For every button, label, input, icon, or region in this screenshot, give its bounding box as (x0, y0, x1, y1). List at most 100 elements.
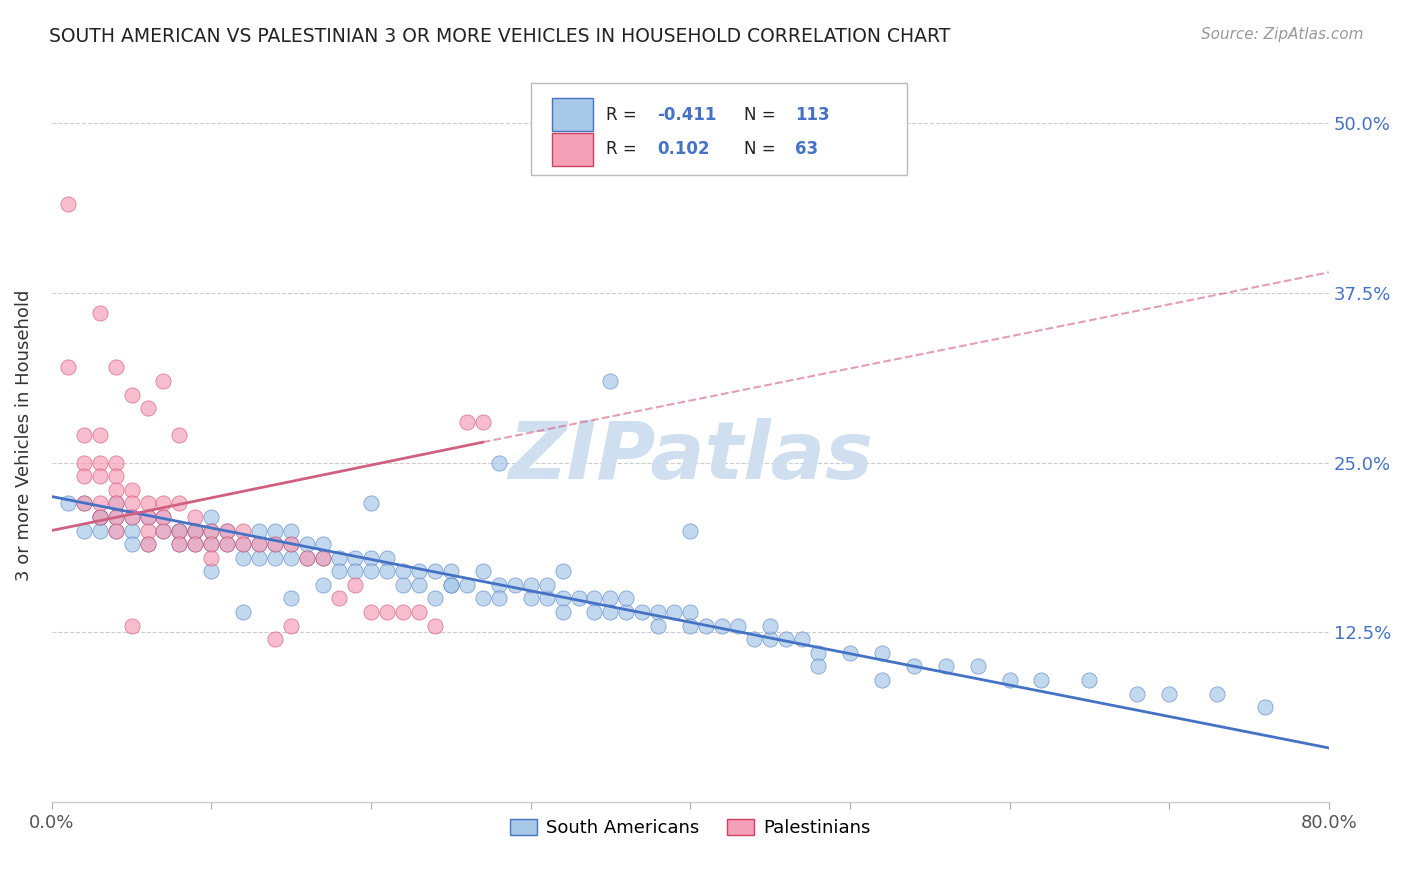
Point (200, 524, 222, 538)
Point (312, 537, 335, 551)
Point (440, 564, 463, 578)
Point (1159, 687, 1181, 701)
Point (312, 578, 335, 592)
Point (169, 524, 191, 538)
Point (152, 524, 174, 538)
Point (264, 550, 287, 565)
Point (838, 646, 860, 660)
Point (73, 496, 96, 510)
Point (616, 605, 638, 619)
Point (217, 524, 239, 538)
Point (200, 537, 222, 551)
Point (89, 306, 111, 320)
Point (551, 605, 574, 619)
Point (217, 537, 239, 551)
Text: Source: ZipAtlas.com: Source: ZipAtlas.com (1201, 27, 1364, 42)
Point (519, 578, 541, 592)
Point (169, 496, 191, 510)
Point (440, 578, 463, 592)
Point (73, 456, 96, 470)
Point (56, 360, 79, 375)
Point (360, 605, 382, 619)
Point (423, 564, 446, 578)
Point (344, 564, 367, 578)
Point (232, 537, 254, 551)
Point (121, 510, 143, 524)
Point (870, 673, 893, 687)
Point (184, 510, 207, 524)
Text: -0.411: -0.411 (657, 106, 717, 124)
Point (136, 524, 159, 538)
Point (104, 483, 127, 497)
Point (295, 550, 318, 565)
Point (232, 537, 254, 551)
Point (121, 524, 143, 538)
Point (471, 591, 494, 606)
Point (232, 524, 254, 538)
Point (152, 374, 174, 388)
Point (599, 374, 621, 388)
Point (679, 605, 702, 619)
Point (280, 537, 302, 551)
Point (73, 524, 96, 538)
Point (200, 524, 222, 538)
Point (73, 469, 96, 483)
Point (423, 591, 446, 606)
Text: N =: N = (744, 106, 780, 124)
Point (200, 564, 222, 578)
Point (152, 524, 174, 538)
Point (966, 659, 988, 673)
Text: 0.102: 0.102 (657, 140, 710, 158)
Point (392, 605, 415, 619)
Point (104, 456, 127, 470)
Point (551, 591, 574, 606)
Point (375, 564, 398, 578)
Point (1078, 673, 1101, 687)
Point (408, 564, 430, 578)
Point (152, 510, 174, 524)
Point (217, 524, 239, 538)
Legend: South Americans, Palestinians: South Americans, Palestinians (503, 812, 877, 845)
Point (152, 510, 174, 524)
Point (121, 496, 143, 510)
Point (136, 537, 159, 551)
Point (247, 537, 270, 551)
Point (344, 550, 367, 565)
Point (679, 618, 702, 632)
Point (647, 605, 669, 619)
Point (136, 510, 159, 524)
Point (89, 469, 111, 483)
Y-axis label: 3 or more Vehicles in Household: 3 or more Vehicles in Household (15, 290, 32, 581)
Point (360, 564, 382, 578)
Point (89, 456, 111, 470)
Point (870, 646, 893, 660)
Point (423, 618, 446, 632)
Point (408, 605, 430, 619)
Point (104, 469, 127, 483)
Text: R =: R = (606, 140, 643, 158)
Point (759, 618, 782, 632)
Point (200, 510, 222, 524)
Point (599, 591, 621, 606)
Point (264, 537, 287, 551)
Point (200, 537, 222, 551)
Point (408, 578, 430, 592)
Point (89, 510, 111, 524)
Text: ZIPatlas: ZIPatlas (508, 418, 873, 497)
Point (440, 578, 463, 592)
Point (184, 524, 207, 538)
Point (247, 550, 270, 565)
Point (1254, 700, 1277, 714)
Point (328, 564, 350, 578)
Point (583, 605, 606, 619)
Point (121, 483, 143, 497)
Point (184, 524, 207, 538)
Point (73, 428, 96, 442)
Point (73, 496, 96, 510)
Point (742, 632, 765, 647)
Point (392, 564, 415, 578)
Point (344, 578, 367, 592)
Point (360, 550, 382, 565)
Point (136, 496, 159, 510)
Point (121, 618, 143, 632)
